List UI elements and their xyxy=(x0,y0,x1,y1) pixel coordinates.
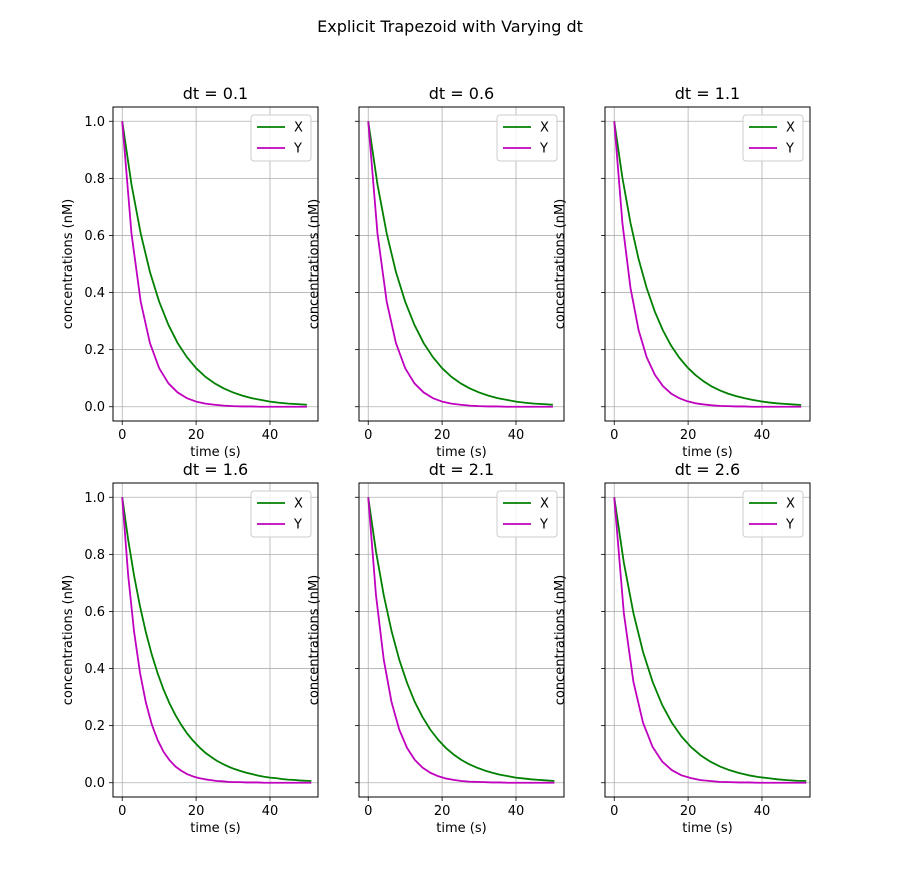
x-axis-label: time (s) xyxy=(190,445,240,460)
x-tick-label: 0 xyxy=(610,804,618,819)
x-tick-label: 20 xyxy=(434,428,451,443)
x-tick-label: 40 xyxy=(508,804,525,819)
y-tick-label: 1.0 xyxy=(84,491,105,506)
series-line-Y xyxy=(613,497,807,784)
legend-label-Y: Y xyxy=(293,518,302,533)
subplot: 0 20 40 dt = 2.1 time (s) concentrations (nM)… xyxy=(307,460,565,836)
x-axis-label: time (s) xyxy=(436,445,486,460)
series-line-X xyxy=(121,497,312,782)
axes-frame xyxy=(112,106,319,422)
y-tick-label: 0.2 xyxy=(84,719,105,734)
legend: XY xyxy=(742,114,804,162)
subplot: 0 20 40 0.0 0.2 0.4 0.6 0.8 1.0 dt = 0.1 time (s) c… xyxy=(61,84,319,460)
x-axis-label: time (s) xyxy=(436,821,486,836)
subplot-title: dt = 0.6 xyxy=(429,84,494,103)
x-tick-label: 0 xyxy=(364,804,372,819)
series-line-Y xyxy=(367,497,555,784)
x-tick-label: 0 xyxy=(118,428,126,443)
x-axis-label: time (s) xyxy=(682,821,732,836)
subplot-title: dt = 2.6 xyxy=(675,460,740,479)
axes-frame xyxy=(358,106,565,422)
x-tick-label: 40 xyxy=(262,428,279,443)
y-tick-label: 0.4 xyxy=(84,286,105,301)
legend-label-X: X xyxy=(540,121,549,136)
subplot: 0 20 40 dt = 2.6 time (s) concentrations (nM)… xyxy=(553,460,811,836)
x-axis-label: time (s) xyxy=(190,821,240,836)
x-tick-label: 40 xyxy=(508,428,525,443)
series-line-Y xyxy=(613,121,802,408)
x-tick-label: 40 xyxy=(754,428,771,443)
subplot-title: dt = 1.6 xyxy=(183,460,248,479)
y-tick-label: 0.0 xyxy=(84,776,105,791)
y-axis-label: concentrations (nM) xyxy=(553,199,568,330)
subplot: 0 20 40 dt = 1.1 time (s) concentrations (nM)… xyxy=(553,84,811,460)
axes-frame xyxy=(358,482,565,798)
x-tick-label: 20 xyxy=(680,428,697,443)
y-tick-label: 0.0 xyxy=(84,400,105,415)
x-tick-label: 0 xyxy=(118,804,126,819)
legend-label-X: X xyxy=(540,497,549,512)
y-tick-label: 0.2 xyxy=(84,343,105,358)
y-axis-label: concentrations (nM) xyxy=(553,575,568,706)
axes-frame xyxy=(604,106,811,422)
y-tick-label: 0.4 xyxy=(84,662,105,677)
series-line-X xyxy=(121,121,307,406)
y-axis-label: concentrations (nM) xyxy=(61,575,76,706)
subplot-grid: 0 20 40 0.0 0.2 0.4 0.6 0.8 1.0 dt = 0.1 time (s) c… xyxy=(61,84,811,836)
legend-label-X: X xyxy=(786,121,795,136)
subplot: 0 20 40 0.0 0.2 0.4 0.6 0.8 1.0 dt = 1.6 time (s) c… xyxy=(61,460,319,836)
subplot-title: dt = 2.1 xyxy=(429,460,494,479)
legend: XY xyxy=(250,114,312,162)
legend-label-Y: Y xyxy=(539,142,548,157)
y-tick-label: 0.8 xyxy=(84,172,105,187)
series-line-X xyxy=(613,121,802,406)
figure-title: Explicit Trapezoid with Varying dt xyxy=(317,17,583,36)
x-tick-label: 40 xyxy=(754,804,771,819)
x-tick-label: 20 xyxy=(680,804,697,819)
y-axis-label: concentrations (nM) xyxy=(307,575,322,706)
x-tick-label: 40 xyxy=(262,804,279,819)
y-tick-label: 0.8 xyxy=(84,548,105,563)
subplot: 0 20 40 dt = 0.6 time (s) concentrations (nM)… xyxy=(307,84,565,460)
legend-label-X: X xyxy=(294,497,303,512)
series-line-Y xyxy=(367,121,553,408)
subplot-title: dt = 1.1 xyxy=(675,84,740,103)
x-axis-label: time (s) xyxy=(682,445,732,460)
legend: XY xyxy=(250,490,312,538)
x-tick-label: 20 xyxy=(188,804,205,819)
legend: XY xyxy=(496,490,558,538)
legend-label-Y: Y xyxy=(293,142,302,157)
series-line-X xyxy=(613,497,807,782)
series-line-X xyxy=(367,497,555,782)
legend: XY xyxy=(496,114,558,162)
legend-label-X: X xyxy=(786,497,795,512)
legend-label-Y: Y xyxy=(785,142,794,157)
series-line-X xyxy=(367,121,553,406)
axes-frame xyxy=(604,482,811,798)
legend-label-Y: Y xyxy=(539,518,548,533)
y-tick-label: 0.6 xyxy=(84,605,105,620)
y-axis-label: concentrations (nM) xyxy=(61,199,76,330)
x-tick-label: 0 xyxy=(364,428,372,443)
x-tick-label: 0 xyxy=(610,428,618,443)
y-tick-label: 0.6 xyxy=(84,229,105,244)
y-tick-label: 1.0 xyxy=(84,115,105,130)
legend-label-X: X xyxy=(294,121,303,136)
legend-label-Y: Y xyxy=(785,518,794,533)
subplot-title: dt = 0.1 xyxy=(183,84,248,103)
legend: XY xyxy=(742,490,804,538)
series-line-Y xyxy=(121,497,312,784)
y-axis-label: concentrations (nM) xyxy=(307,199,322,330)
x-tick-label: 20 xyxy=(188,428,205,443)
x-tick-label: 20 xyxy=(434,804,451,819)
axes-frame xyxy=(112,482,319,798)
series-line-Y xyxy=(121,121,307,408)
